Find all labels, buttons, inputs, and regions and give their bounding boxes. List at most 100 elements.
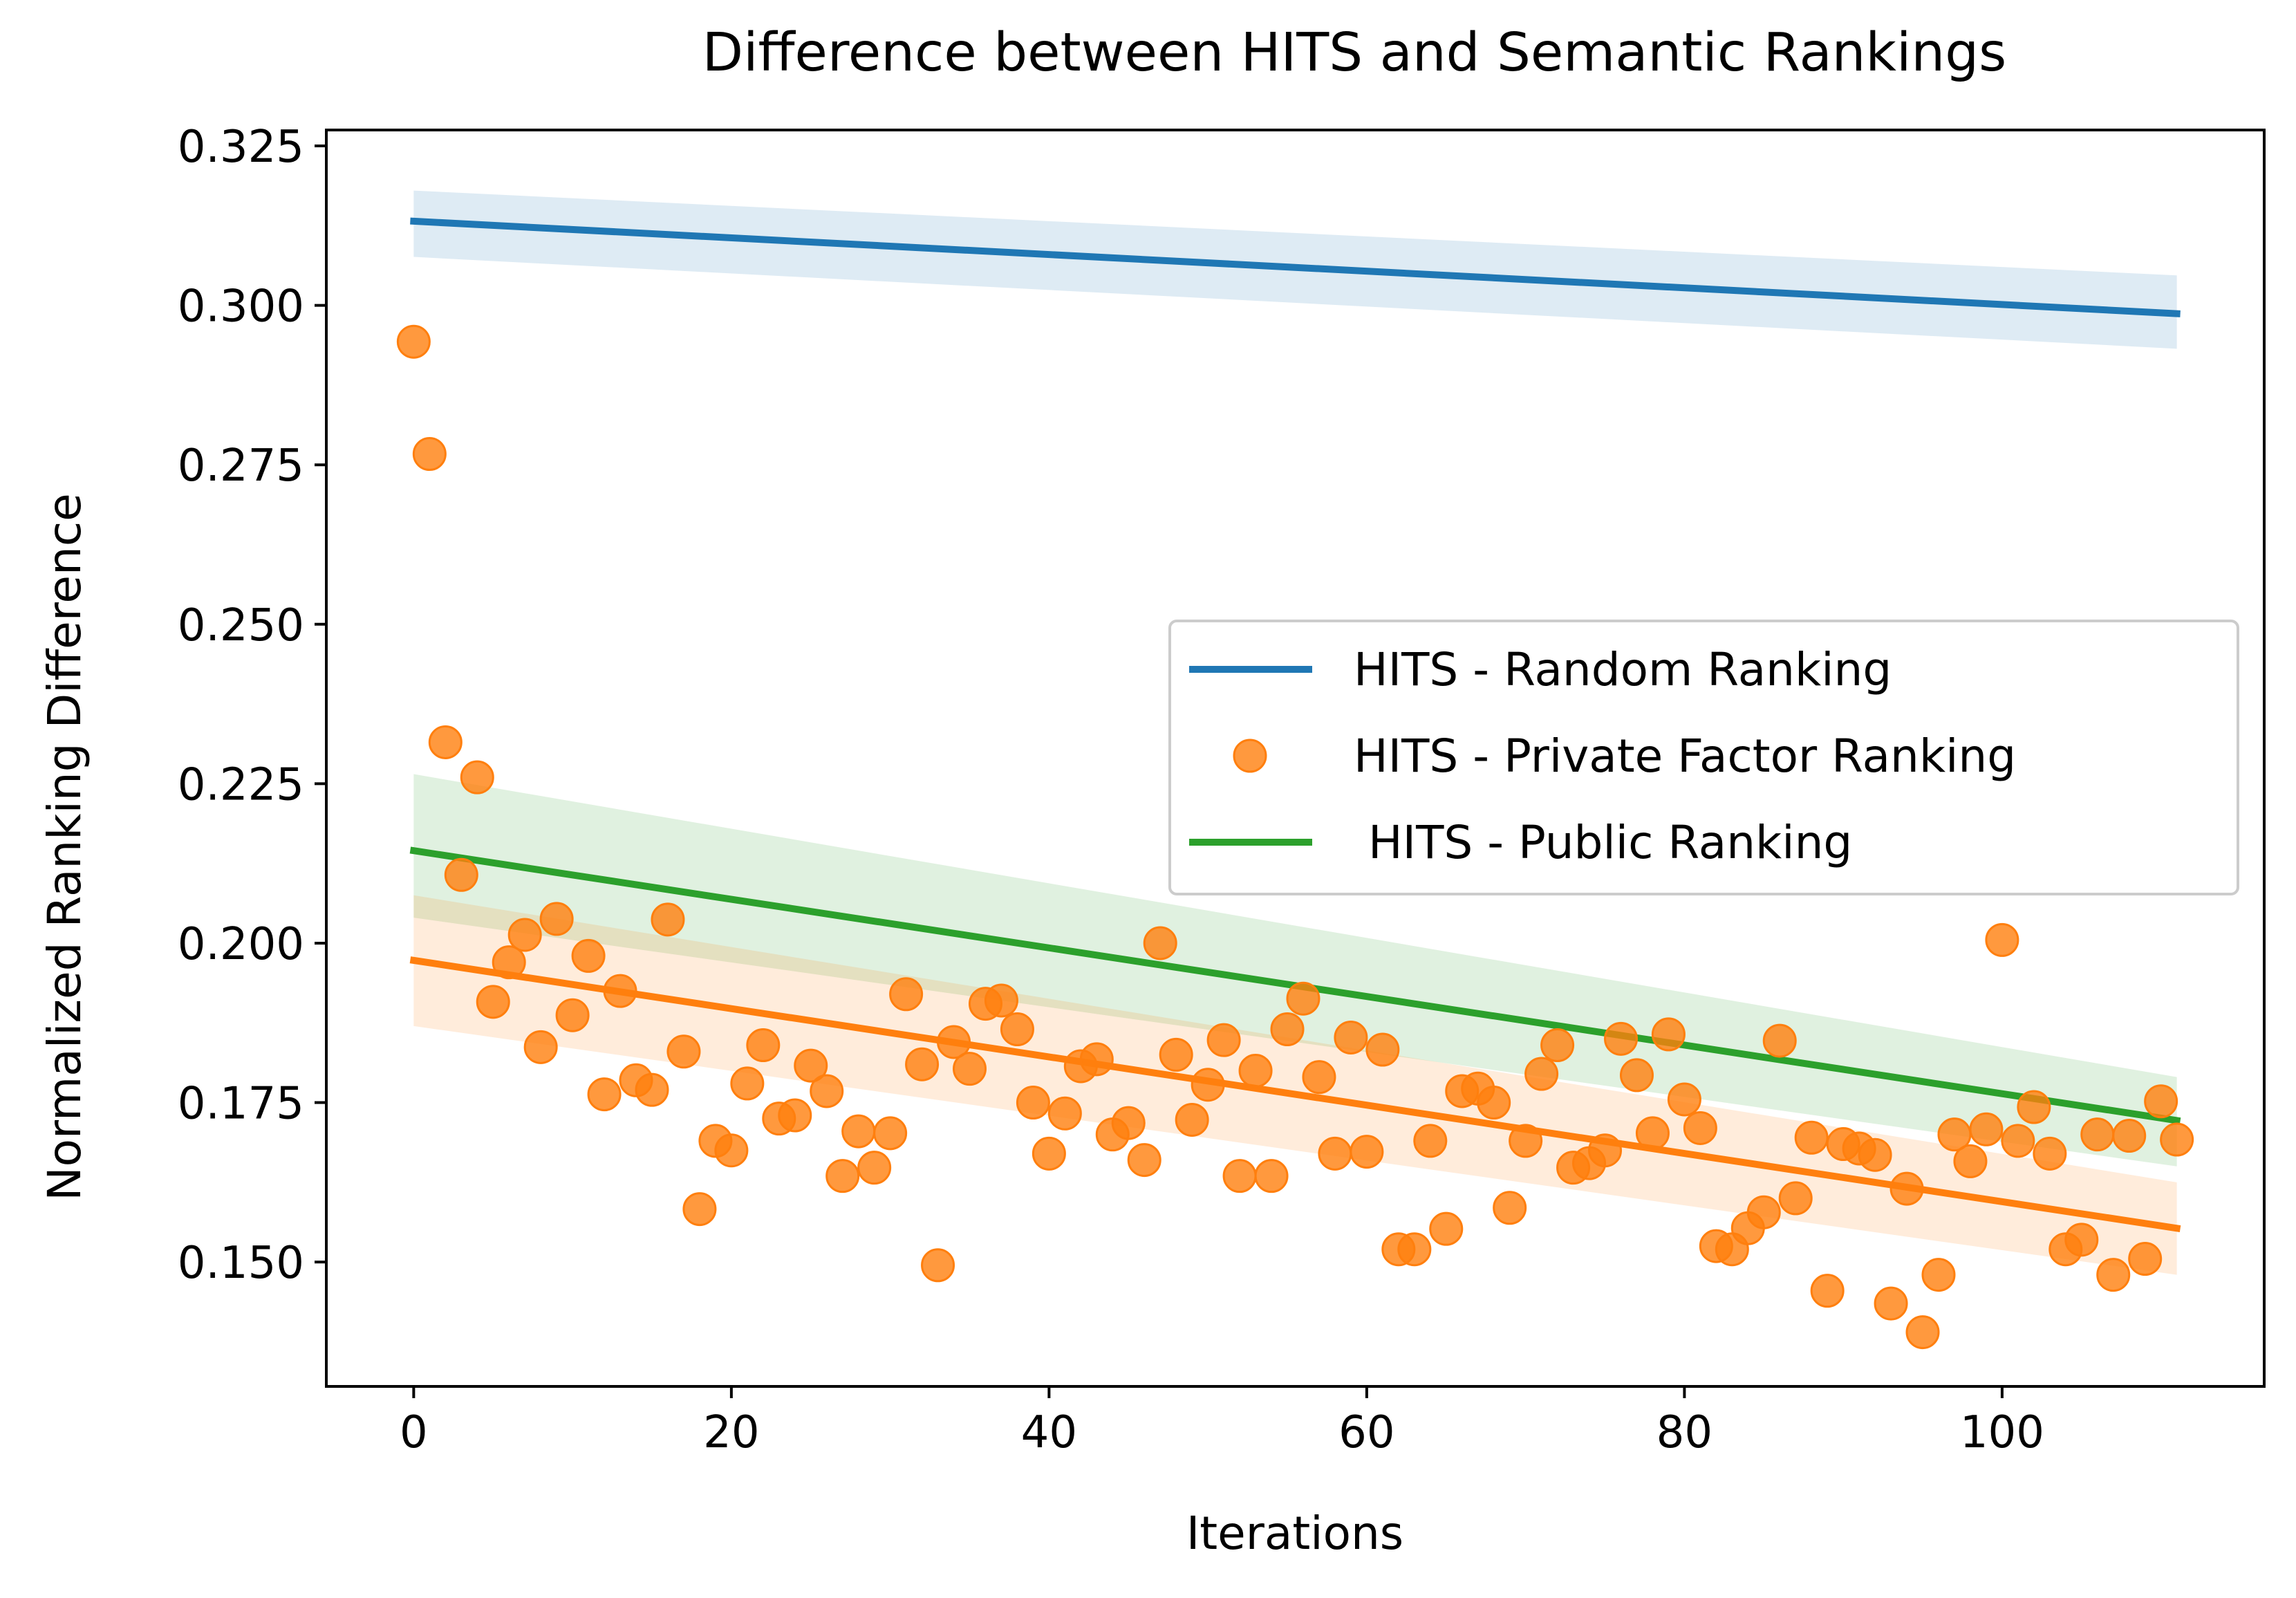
data-point xyxy=(1254,1159,1289,1193)
data-point xyxy=(905,1047,940,1081)
legend-swatch-marker xyxy=(1233,738,1267,773)
data-point xyxy=(1603,1021,1638,1056)
data-point xyxy=(810,1074,844,1108)
ci-band-private xyxy=(413,895,2177,1275)
data-point xyxy=(1667,1082,1701,1117)
data-point xyxy=(1000,1012,1034,1046)
data-point xyxy=(1191,1068,1225,1102)
data-point xyxy=(1794,1120,1829,1155)
legend-frame xyxy=(1168,620,2239,895)
data-point xyxy=(1810,1274,1845,1308)
data-point xyxy=(2080,1117,2115,1152)
data-point xyxy=(666,1034,701,1069)
data-point xyxy=(1302,1060,1336,1095)
data-point xyxy=(1524,1057,1559,1091)
data-point xyxy=(1318,1136,1352,1171)
legend: HITS - Random Ranking HITS - Private Fact… xyxy=(1168,620,2239,895)
data-point xyxy=(1270,1012,1305,1046)
x-tick-label: 20 xyxy=(703,1407,759,1458)
data-point xyxy=(1127,1143,1161,1178)
data-point xyxy=(571,938,606,973)
data-point xyxy=(1334,1020,1368,1055)
x-tick-label: 0 xyxy=(400,1407,428,1458)
scatter-points xyxy=(396,324,2194,1350)
data-point xyxy=(492,945,526,980)
data-point xyxy=(937,1025,971,1059)
chart-title: Difference between HITS and Semantic Ran… xyxy=(702,22,2006,84)
y-tick-label: 0.275 xyxy=(178,440,304,492)
data-point xyxy=(1238,1053,1273,1088)
data-point xyxy=(889,977,924,1012)
data-point xyxy=(730,1066,765,1101)
data-point xyxy=(1509,1124,1543,1158)
data-point xyxy=(1540,1028,1575,1063)
data-point xyxy=(1477,1086,1511,1120)
y-tick-label: 0.175 xyxy=(178,1079,304,1130)
data-point xyxy=(1858,1137,1892,1172)
data-point xyxy=(1159,1037,1193,1072)
data-point xyxy=(1032,1136,1066,1171)
data-point xyxy=(539,902,574,936)
y-axis-label: Normalized Ranking Difference xyxy=(38,493,91,1200)
data-point xyxy=(2112,1119,2147,1153)
data-point xyxy=(1683,1111,1717,1145)
ci-band-public xyxy=(413,774,2177,1167)
x-tick-label: 40 xyxy=(1021,1407,1077,1458)
data-point xyxy=(1365,1032,1400,1067)
data-point xyxy=(2096,1258,2131,1292)
data-point xyxy=(1047,1096,1082,1131)
data-point xyxy=(873,1116,908,1151)
legend-label: HITS - Private Factor Ranking xyxy=(1354,730,2016,783)
data-point xyxy=(603,974,637,1008)
y-tick-label: 0.150 xyxy=(178,1238,304,1289)
data-point xyxy=(1905,1315,1940,1350)
data-point xyxy=(587,1077,622,1112)
x-tick-label: 60 xyxy=(1338,1407,1394,1458)
data-point xyxy=(2064,1223,2099,1257)
data-point xyxy=(1746,1195,1781,1229)
data-point xyxy=(555,998,590,1032)
data-point xyxy=(1493,1191,1527,1225)
data-point xyxy=(1762,1023,1797,1058)
y-tick-label: 0.300 xyxy=(178,281,304,333)
data-point xyxy=(1143,926,1177,960)
data-point xyxy=(651,902,685,937)
data-point xyxy=(1588,1133,1623,1168)
data-point xyxy=(714,1133,749,1168)
data-point xyxy=(444,857,478,892)
data-point xyxy=(1874,1286,1908,1321)
data-point xyxy=(2144,1084,2178,1119)
plot-frame xyxy=(325,129,2266,1388)
data-point xyxy=(1889,1171,1924,1206)
data-point xyxy=(1111,1106,1146,1140)
data-point xyxy=(1953,1144,1988,1178)
data-point xyxy=(2017,1090,2051,1124)
regression-line-private xyxy=(409,956,2181,1232)
data-point xyxy=(1619,1058,1654,1093)
data-point xyxy=(2160,1122,2194,1157)
y-tick-label: 0.200 xyxy=(178,919,304,970)
data-point xyxy=(2128,1242,2163,1276)
data-point xyxy=(1286,981,1320,1016)
data-point xyxy=(1969,1112,2004,1146)
data-point xyxy=(1985,922,2019,957)
x-tick-label: 100 xyxy=(1960,1407,2044,1458)
data-point xyxy=(460,760,494,795)
x-tick-label: 80 xyxy=(1656,1407,1712,1458)
data-point xyxy=(1350,1135,1384,1169)
data-point xyxy=(1651,1017,1686,1052)
data-point xyxy=(396,324,431,359)
data-point xyxy=(1635,1116,1670,1151)
data-point xyxy=(1921,1258,1956,1292)
data-point xyxy=(1016,1086,1050,1120)
data-point xyxy=(682,1192,717,1227)
data-point xyxy=(1397,1232,1432,1267)
data-point xyxy=(841,1114,876,1149)
data-point xyxy=(984,983,1018,1018)
regression-line-random xyxy=(410,217,2181,317)
legend-label: HITS - Public Ranking xyxy=(1354,816,1852,869)
data-point xyxy=(794,1048,828,1083)
y-tick-label: 0.325 xyxy=(178,122,304,173)
data-point xyxy=(921,1248,955,1283)
